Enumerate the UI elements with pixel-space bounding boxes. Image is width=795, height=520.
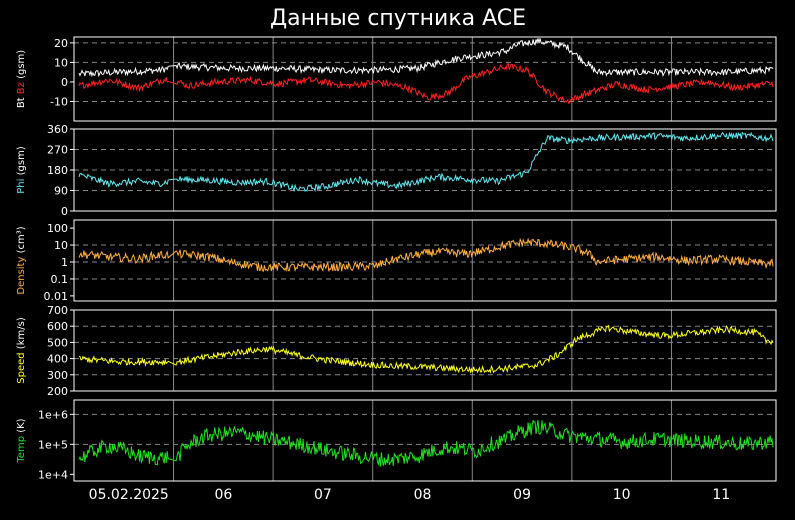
y-tick-label: 90 (54, 185, 68, 198)
y-tick-label: 400 (47, 353, 68, 366)
panel-speed: 700 600 500 400 300 200 Speed (km/s) (16, 304, 777, 398)
y-tick-label: 600 (47, 320, 68, 333)
x-tick-label: 09 (513, 487, 531, 503)
x-tick-label: 10 (613, 487, 631, 503)
x-tick-label: 11 (712, 487, 730, 503)
y-axis-label-part: (km/s) (16, 317, 27, 352)
panel-density: 100 10 1 0.1 0.01 Density (cm³) (16, 219, 777, 303)
y-axis-label: Density (cm³) (16, 226, 27, 294)
series-bt (78, 38, 774, 78)
y-tick-label: 0 (61, 205, 68, 218)
y-tick-label: 10 (54, 56, 68, 69)
panel-frame (73, 309, 777, 392)
x-tick-label: 05.02.2025 (89, 487, 169, 503)
y-tick-label: 200 (47, 385, 68, 398)
y-tick-label: -10 (50, 95, 68, 108)
y-tick-label: 700 (47, 304, 68, 317)
y-axis-label-part: Speed (16, 352, 27, 383)
y-axis-label-part: Phi (16, 179, 27, 194)
x-tick-label: 08 (414, 487, 432, 503)
y-tick-label: 0 (61, 76, 68, 89)
y-axis-label-part: Bt (16, 97, 27, 108)
y-axis-label: Bt Bz (gsm) (16, 50, 27, 108)
y-tick-label: 360 (47, 123, 68, 136)
panel-frame (73, 36, 777, 122)
series-density (78, 237, 774, 273)
y-axis-label: Speed (km/s) (16, 317, 27, 384)
y-tick-label: 300 (47, 369, 68, 382)
y-axis-label-part: Density (16, 257, 27, 295)
x-axis: 05.02.2025 06 07 08 09 10 11 (89, 487, 730, 503)
y-axis-label: Phi (gsm) (16, 146, 27, 194)
y-axis-label-part: (gsm) (16, 146, 27, 178)
y-tick-label: 270 (47, 144, 68, 157)
chart-title: Данные спутника ACE (270, 6, 526, 31)
y-tick-label: 500 (47, 336, 68, 349)
panel-frame (73, 399, 777, 482)
y-tick-label: 1e+6 (38, 408, 68, 421)
y-axis-label-part: (cm³) (16, 226, 27, 256)
y-axis-label-part: Temp (16, 436, 27, 464)
y-tick-label: 1e+4 (38, 468, 68, 481)
panel-frame (73, 219, 777, 302)
y-tick-label: 100 (47, 222, 68, 235)
panel-mag: 20 10 0 -10 Bt Bz (gsm) (16, 36, 777, 122)
series-phi (78, 131, 774, 193)
series-temp (78, 419, 774, 467)
panel-temp: 1e+6 1e+5 1e+4 Temp (K) (16, 399, 777, 482)
y-tick-label: 20 (54, 37, 68, 50)
y-tick-label: 1e+5 (38, 438, 68, 451)
series-speed (78, 324, 774, 374)
series-bz (78, 63, 774, 105)
y-tick-label: 0.01 (44, 290, 69, 303)
panel-phi: 360 270 180 90 0 Phi (gsm) (16, 123, 777, 218)
y-tick-label: 180 (47, 164, 68, 177)
y-tick-label: 1 (61, 256, 68, 269)
y-tick-label: 10 (54, 239, 68, 252)
x-tick-label: 07 (314, 487, 332, 503)
y-axis-label-part: (K) (16, 418, 27, 436)
x-tick-label: 06 (214, 487, 232, 503)
y-tick-label: 0.1 (51, 273, 69, 286)
y-axis-label: Temp (K) (16, 418, 27, 463)
y-axis-label-part: Bz (16, 82, 27, 97)
y-axis-label-part: (gsm) (16, 50, 27, 82)
